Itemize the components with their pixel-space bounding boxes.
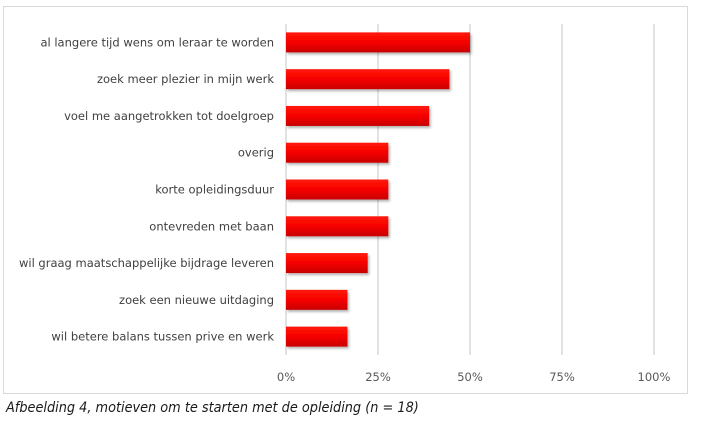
x-tick-label: 25%	[365, 370, 391, 384]
bar	[286, 289, 348, 310]
category-label: zoek een nieuwe uitdaging	[119, 293, 274, 307]
bar	[286, 326, 348, 347]
category-label: overig	[238, 146, 274, 160]
category-label: voel me aangetrokken tot doelgroep	[64, 109, 274, 123]
category-label: korte opleidingsduur	[155, 183, 274, 197]
x-tick-label: 100%	[638, 370, 671, 384]
chart-frame	[3, 6, 688, 394]
bar	[286, 179, 389, 200]
bar	[286, 216, 389, 237]
x-tick-label: 50%	[457, 370, 483, 384]
x-tick-label: 0%	[277, 370, 295, 384]
bar	[286, 142, 389, 163]
figure-caption: Afbeelding 4, motieven om te starten met…	[6, 400, 419, 416]
category-label: wil graag maatschappelijke bijdrage leve…	[19, 256, 274, 270]
bar	[286, 32, 470, 53]
category-label: ontevreden met baan	[149, 219, 274, 233]
bar	[286, 69, 450, 90]
bar	[286, 105, 430, 126]
category-label: al langere tijd wens om leraar te worden	[40, 35, 274, 49]
category-label: wil betere balans tussen prive en werk	[51, 330, 274, 344]
bar	[286, 253, 368, 274]
category-label: zoek meer plezier in mijn werk	[97, 72, 274, 86]
x-tick-label: 75%	[549, 370, 575, 384]
